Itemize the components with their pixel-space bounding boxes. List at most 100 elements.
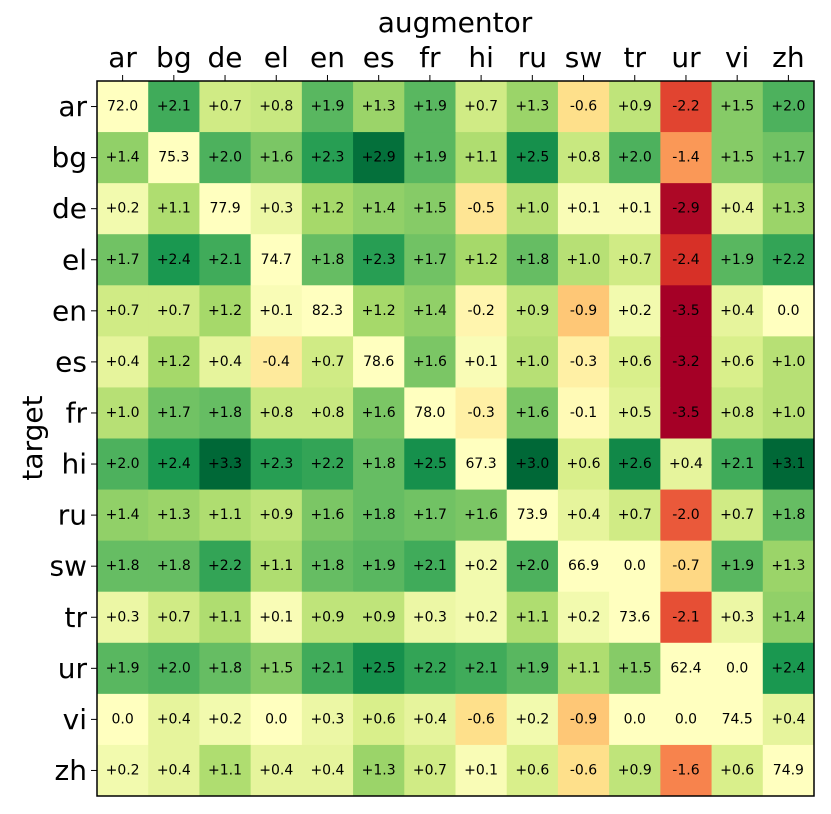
cell-value-label: +1.4: [771, 609, 805, 625]
cell-value-label: +0.1: [464, 354, 498, 370]
heatmap-cell: [506, 438, 559, 491]
cell-value-label: +1.0: [515, 201, 549, 217]
heatmap-cell: [660, 234, 713, 286]
cell-value-label: +0.8: [567, 150, 601, 166]
cell-value-label: +1.5: [720, 150, 754, 166]
heatmap-cell: [148, 81, 200, 133]
cell-value-label: 0.0: [675, 711, 697, 727]
cell-value-label: +1.8: [515, 252, 549, 268]
heatmap-cell: [455, 744, 508, 797]
y-axis-title: target: [16, 395, 49, 480]
cell-value-label: +0.2: [567, 609, 601, 625]
heatmap-cell: [301, 183, 354, 235]
cell-value-label: +1.8: [157, 558, 191, 574]
heatmap-cell: [660, 132, 713, 184]
cell-value-label: +0.7: [106, 303, 140, 319]
heatmap-cell: [353, 387, 405, 439]
heatmap-cell: [609, 336, 661, 388]
y-axis-ticks: ar bg de el en es fr hi ru sw tr ur vi zh: [50, 90, 97, 787]
cell-value-label: 73.6: [619, 609, 650, 625]
heatmap-cell: [353, 132, 405, 184]
x-axis-ticks: ar bg de el en es fr hi ru sw tr ur vi zh: [108, 41, 805, 81]
cell-value-label: +0.3: [413, 609, 447, 625]
cell-value-label: +1.7: [413, 507, 447, 523]
heatmap-cell: [148, 438, 200, 491]
cell-value-label: +1.9: [310, 99, 344, 115]
cell-value-label: +1.9: [413, 150, 447, 166]
cell-value-label: +0.3: [106, 609, 140, 625]
heatmap-cell: [506, 489, 559, 542]
heatmap-cell: [404, 693, 456, 746]
cell-value-label: +1.4: [106, 150, 140, 166]
cell-value-label: +2.5: [515, 150, 549, 166]
cell-value-label: -0.2: [467, 303, 494, 319]
cell-value-label: +1.3: [771, 558, 805, 574]
cell-value-label: +1.1: [259, 558, 293, 574]
cell-value-label: +0.1: [618, 201, 652, 217]
heatmap-cell: [609, 285, 661, 337]
heatmap-cell: [660, 285, 713, 337]
cell-value-label: +2.3: [259, 456, 293, 472]
heatmap-cell: [455, 81, 508, 133]
heatmap-cell: [557, 693, 610, 746]
heatmap-cell: [404, 489, 456, 542]
cell-value-label: +0.7: [464, 99, 498, 115]
cell-value-label: +0.3: [259, 201, 293, 217]
cell-value-label: +0.4: [106, 354, 140, 370]
cell-value-label: +0.3: [720, 609, 754, 625]
heatmap-cell: [148, 744, 200, 797]
cell-value-label: 0.0: [726, 660, 748, 676]
cell-value-label: +0.4: [669, 456, 703, 472]
heatmap-cell: [148, 132, 200, 184]
heatmap-cell: [506, 234, 559, 286]
heatmap-cell: [711, 642, 764, 695]
cell-value-label: +1.6: [413, 354, 447, 370]
cell-value-label: +1.7: [413, 252, 447, 268]
cell-value-label: +1.4: [106, 507, 140, 523]
y-tick-label: en: [52, 294, 87, 327]
cell-value-label: 78.0: [414, 405, 445, 421]
cell-value-label: +2.1: [464, 660, 498, 676]
cell-value-label: +1.6: [464, 507, 498, 523]
heatmap-cell: [97, 132, 149, 184]
cell-value-label: +0.8: [259, 405, 293, 421]
cell-value-label: -0.9: [570, 303, 597, 319]
heatmap-cell: [199, 489, 252, 542]
cell-value-label: 75.3: [158, 150, 189, 166]
heatmap-cell: [762, 744, 815, 797]
y-tick-label: es: [55, 345, 87, 378]
cell-value-label: +1.3: [515, 99, 549, 115]
cell-value-label: +1.1: [157, 201, 191, 217]
heatmap-cell: [353, 234, 405, 286]
cell-value-label: +0.4: [567, 507, 601, 523]
heatmap-cell: [148, 336, 200, 388]
heatmap-cell: [97, 591, 149, 644]
cell-value-label: +1.6: [515, 405, 549, 421]
heatmap-cell: [455, 489, 508, 542]
heatmap-cell: [250, 591, 303, 644]
heatmap-cell: [609, 183, 661, 235]
heatmap-cell: [199, 387, 252, 439]
cell-value-label: +1.1: [208, 762, 242, 778]
heatmap-cell: [404, 642, 456, 695]
cell-value-label: +1.5: [720, 99, 754, 115]
cell-value-label: +0.9: [310, 609, 344, 625]
heatmap-cell: [711, 540, 764, 593]
cell-value-label: +1.0: [567, 252, 601, 268]
cell-value-label: +0.2: [208, 711, 242, 727]
heatmap-cell: [455, 132, 508, 184]
cell-value-label: +2.4: [157, 456, 191, 472]
heatmap-cell: [609, 234, 661, 286]
cell-value-label: -0.3: [570, 354, 597, 370]
heatmap-cell: [609, 540, 661, 593]
cell-value-label: +1.7: [106, 252, 140, 268]
heatmap-cell: [301, 591, 354, 644]
heatmap-cell: [557, 489, 610, 542]
cell-value-label: 0.0: [624, 558, 646, 574]
cell-value-label: +1.9: [362, 558, 396, 574]
y-tick-label: bg: [51, 141, 87, 174]
heatmap-cell: [609, 591, 661, 644]
cell-value-label: +3.3: [208, 456, 242, 472]
cell-value-label: 0.0: [777, 303, 799, 319]
cell-value-label: +0.6: [362, 711, 396, 727]
